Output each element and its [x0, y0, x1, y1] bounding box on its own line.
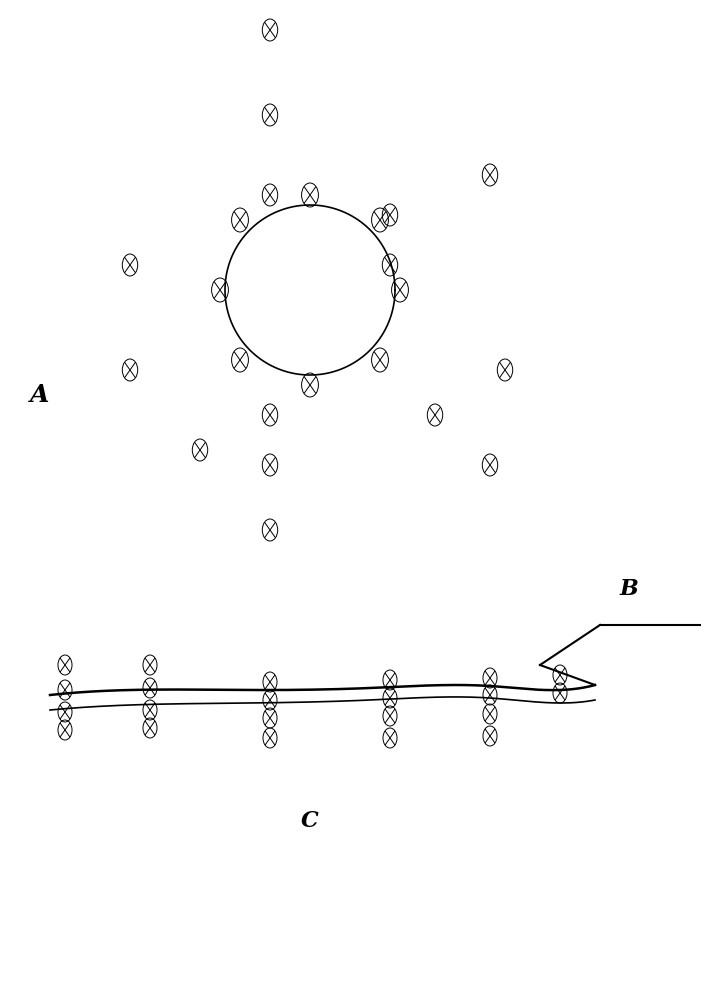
Text: C: C — [301, 810, 319, 832]
Text: A: A — [30, 383, 49, 407]
Text: B: B — [620, 578, 639, 600]
